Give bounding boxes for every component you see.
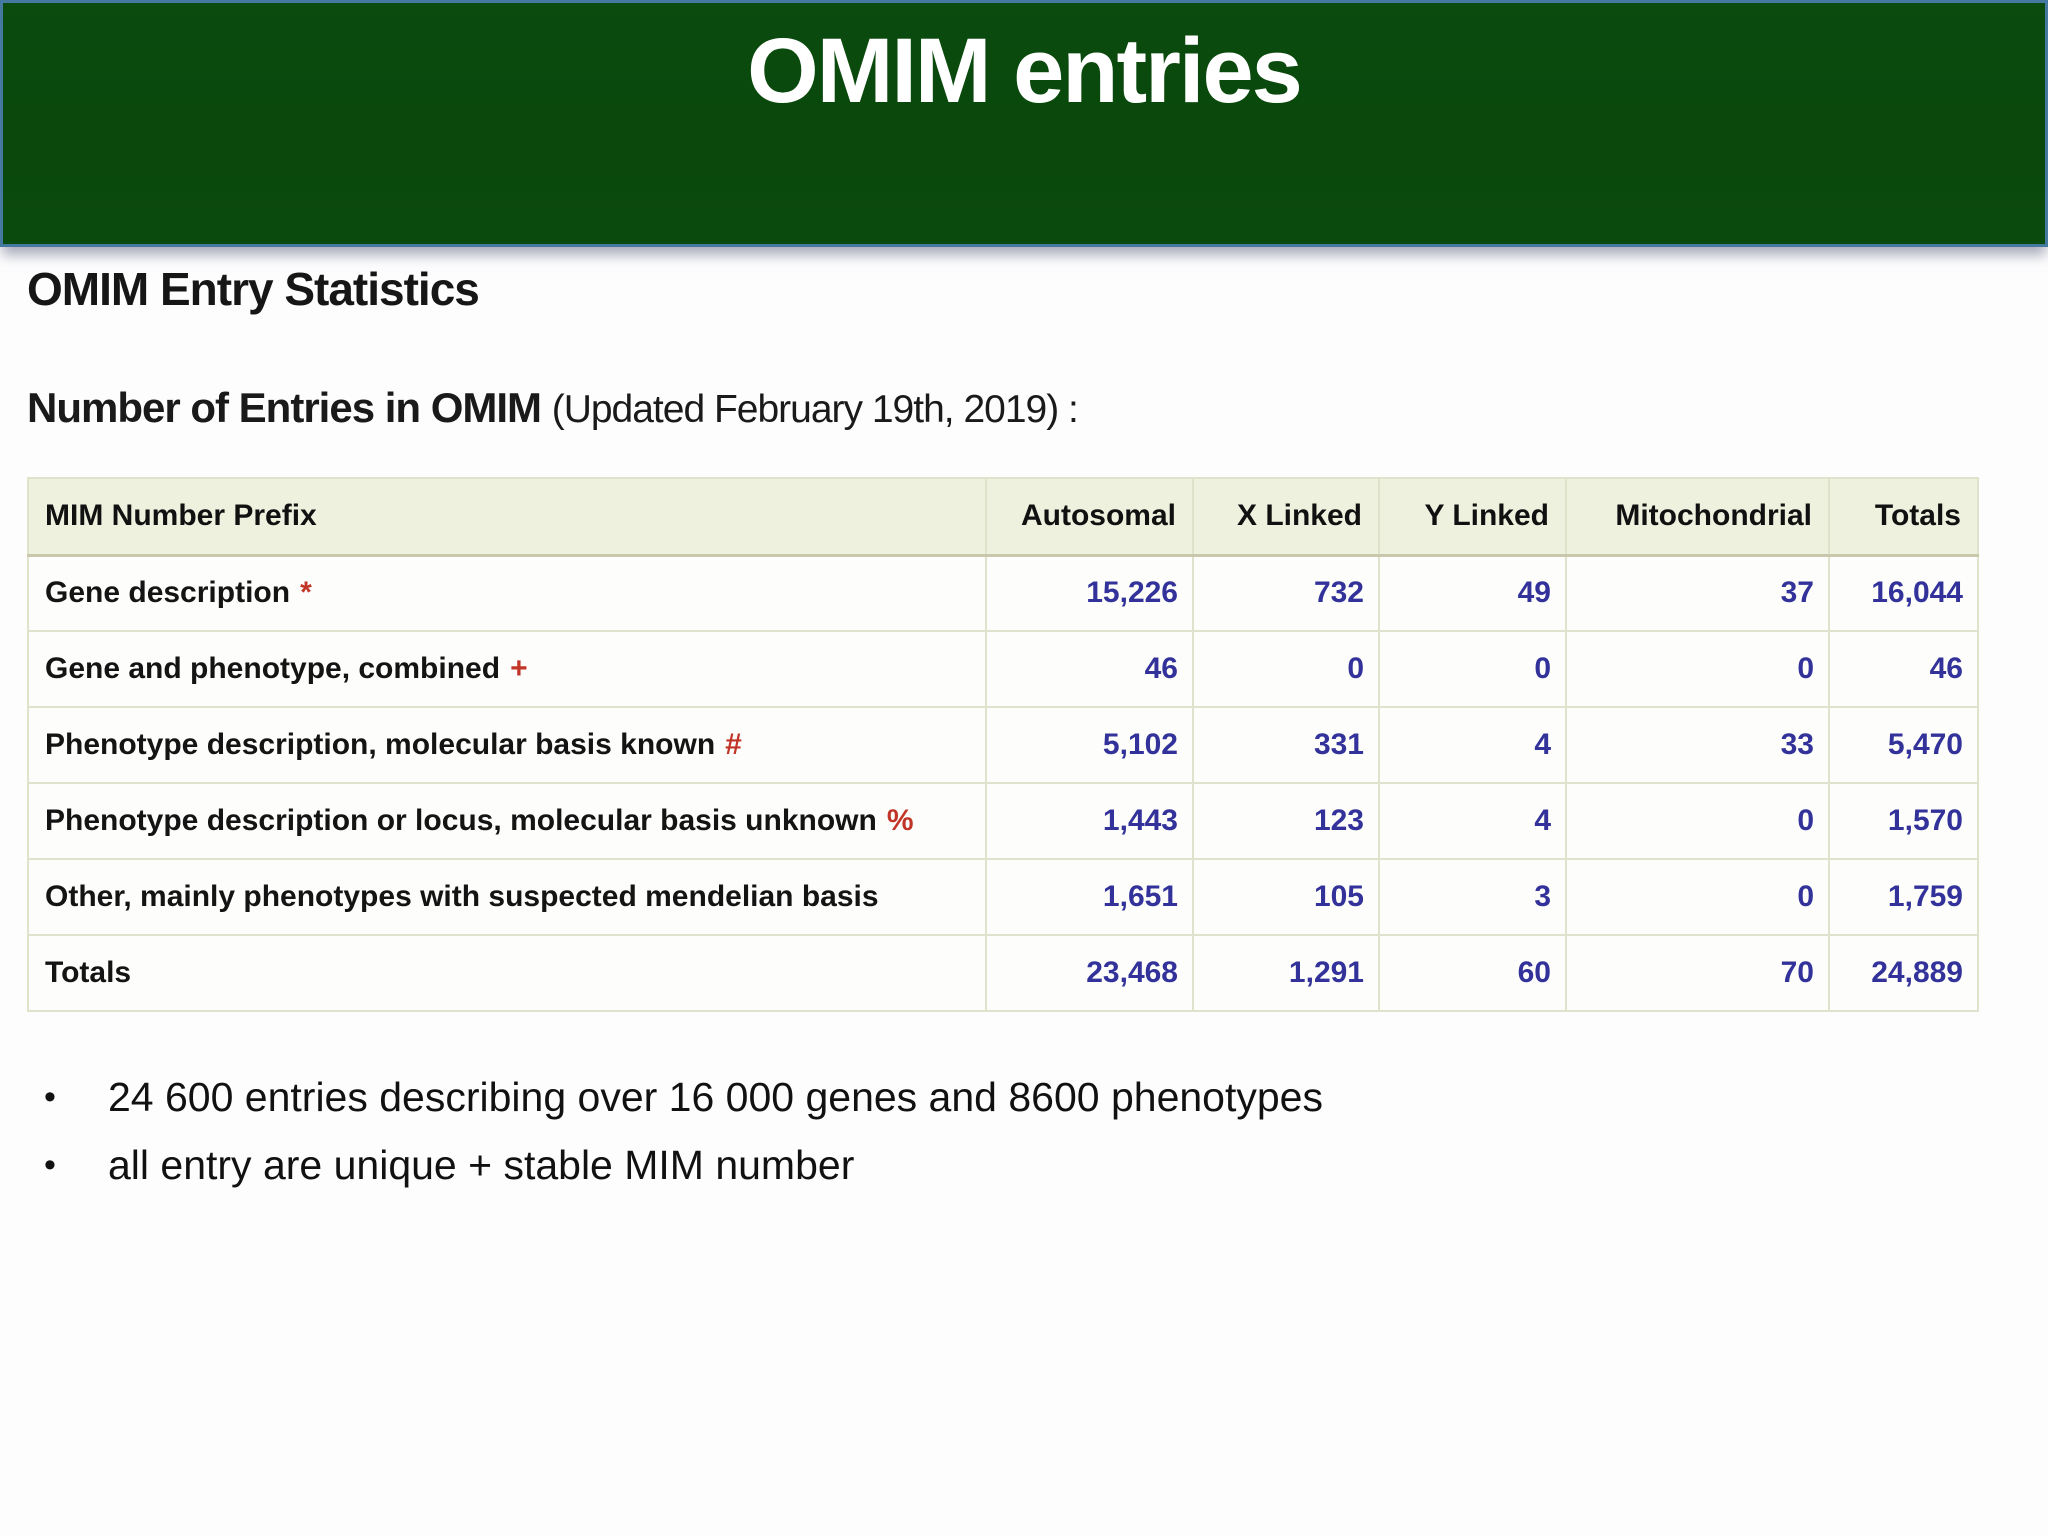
title-banner: OMIM entries xyxy=(0,0,2048,247)
row-label-text: Other, mainly phenotypes with suspected … xyxy=(45,880,879,913)
cell-value[interactable]: 4 xyxy=(1378,706,1567,784)
table-row: Gene description * 15,226 732 49 37 16,04… xyxy=(27,554,1979,632)
table-row: Gene and phenotype, combined + 46 0 0 0 4… xyxy=(27,630,1979,708)
column-header-totals: Totals xyxy=(1828,477,1979,557)
column-header-x-linked: X Linked xyxy=(1192,477,1380,557)
row-label-other-suspected-mendelian: Other, mainly phenotypes with suspected … xyxy=(27,858,987,936)
cell-value[interactable]: 23,468 xyxy=(985,934,1194,1012)
bullet-text: 24 600 entries describing over 16 000 ge… xyxy=(108,1074,1323,1120)
row-label-text: Totals xyxy=(45,956,132,989)
bullet-list: • 24 600 entries describing over 16 000 … xyxy=(44,1072,1764,1208)
cell-value[interactable]: 1,291 xyxy=(1192,934,1380,1012)
cell-value[interactable]: 0 xyxy=(1565,630,1830,708)
prefix-symbol-asterisk: * xyxy=(300,576,312,610)
cell-value[interactable]: 37 xyxy=(1565,554,1830,632)
cell-value[interactable]: 0 xyxy=(1565,858,1830,936)
column-header-mitochondrial: Mitochondrial xyxy=(1565,477,1830,557)
cell-value[interactable]: 16,044 xyxy=(1828,554,1979,632)
table-header-row: MIM Number Prefix Autosomal X Linked Y L… xyxy=(27,477,1979,557)
row-label-gene-and-phenotype-combined: Gene and phenotype, combined + xyxy=(27,630,987,708)
column-header-y-linked: Y Linked xyxy=(1378,477,1567,557)
cell-value[interactable]: 46 xyxy=(985,630,1194,708)
bullet-text: all entry are unique + stable MIM number xyxy=(108,1142,855,1188)
cell-value[interactable]: 46 xyxy=(1828,630,1979,708)
column-header-autosomal: Autosomal xyxy=(985,477,1194,557)
cell-value[interactable]: 1,570 xyxy=(1828,782,1979,860)
bullet-dot-icon: • xyxy=(44,1146,56,1184)
cell-value[interactable]: 15,226 xyxy=(985,554,1194,632)
cell-value[interactable]: 5,102 xyxy=(985,706,1194,784)
list-item: • 24 600 entries describing over 16 000 … xyxy=(44,1072,1764,1122)
cell-value[interactable]: 5,470 xyxy=(1828,706,1979,784)
page-title: OMIM Entry Statistics xyxy=(27,263,480,315)
prefix-symbol-plus: + xyxy=(510,652,528,685)
column-header-mim-number-prefix: MIM Number Prefix xyxy=(27,477,987,557)
list-item: • all entry are unique + stable MIM numb… xyxy=(44,1140,1764,1190)
cell-value[interactable]: 0 xyxy=(1192,630,1380,708)
row-label-phenotype-molecular-basis-unknown: Phenotype description or locus, molecula… xyxy=(27,782,987,860)
row-label-text: Gene description xyxy=(45,576,291,610)
cell-value[interactable]: 4 xyxy=(1378,782,1567,860)
cell-value[interactable]: 49 xyxy=(1378,554,1567,632)
cell-value[interactable]: 1,651 xyxy=(985,858,1194,936)
cell-value[interactable]: 123 xyxy=(1192,782,1380,860)
row-label-totals: Totals xyxy=(27,934,987,1012)
cell-value[interactable]: 70 xyxy=(1565,934,1830,1012)
cell-value[interactable]: 0 xyxy=(1378,630,1567,708)
cell-value[interactable]: 331 xyxy=(1192,706,1380,784)
cell-value[interactable]: 3 xyxy=(1378,858,1567,936)
cell-value[interactable]: 105 xyxy=(1192,858,1380,936)
prefix-symbol-none xyxy=(879,880,889,913)
cell-value[interactable]: 24,889 xyxy=(1828,934,1979,1012)
table-caption: Number of Entries in OMIM (Updated Febru… xyxy=(27,384,1079,432)
row-label-phenotype-molecular-basis-known: Phenotype description, molecular basis k… xyxy=(27,706,987,784)
prefix-symbol-hash: # xyxy=(725,728,742,761)
table-row: Phenotype description, molecular basis k… xyxy=(27,706,1979,784)
cell-value[interactable]: 33 xyxy=(1565,706,1830,784)
bullet-dot-icon: • xyxy=(44,1078,56,1116)
prefix-symbol-percent: % xyxy=(886,804,914,837)
row-label-text: Phenotype description, molecular basis k… xyxy=(45,728,716,761)
row-label-text: Gene and phenotype, combined xyxy=(45,652,501,685)
table-caption-main: Number of Entries in OMIM xyxy=(27,384,542,431)
table-row-totals: Totals 23,468 1,291 60 70 24,889 xyxy=(27,934,1979,1012)
table-row: Other, mainly phenotypes with suspected … xyxy=(27,858,1979,936)
cell-value[interactable]: 0 xyxy=(1565,782,1830,860)
prefix-symbol-none xyxy=(131,956,141,989)
row-label-gene-description: Gene description * xyxy=(27,554,987,632)
table-caption-updated-date: (Updated February 19th, 2019) : xyxy=(551,388,1079,431)
cell-value[interactable]: 60 xyxy=(1378,934,1567,1012)
omim-statistics-table: MIM Number Prefix Autosomal X Linked Y L… xyxy=(27,477,1979,1012)
row-label-text: Phenotype description or locus, molecula… xyxy=(45,804,877,837)
cell-value[interactable]: 1,443 xyxy=(985,782,1194,860)
slide-title: OMIM entries xyxy=(747,20,1303,122)
table-row: Phenotype description or locus, molecula… xyxy=(27,782,1979,860)
cell-value[interactable]: 732 xyxy=(1192,554,1380,632)
cell-value[interactable]: 1,759 xyxy=(1828,858,1979,936)
